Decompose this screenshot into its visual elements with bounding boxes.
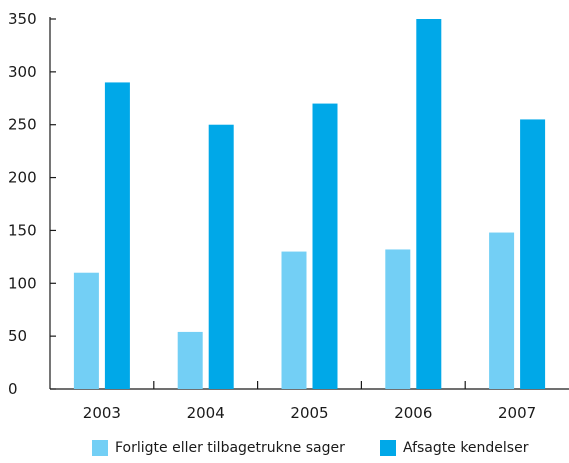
y-tick-label: 200 <box>8 169 37 187</box>
x-tick-label: 2006 <box>394 404 432 422</box>
bar-afsagte-2003 <box>104 82 130 389</box>
bar-forligte-2004 <box>177 331 203 389</box>
legend: Forligte eller tilbagetrukne sager Afsag… <box>0 440 569 462</box>
y-tick-label: 100 <box>8 274 37 292</box>
y-tick-label: 150 <box>8 221 37 239</box>
legend-item-forligte: Forligte eller tilbagetrukne sager <box>92 440 345 456</box>
legend-label-afsagte: Afsagte kendelser <box>403 440 529 456</box>
y-tick-label: 250 <box>8 116 37 134</box>
bar-afsagte-2004 <box>208 124 234 389</box>
legend-item-afsagte: Afsagte kendelser <box>380 440 528 456</box>
x-tick-label: 2007 <box>498 404 536 422</box>
y-tick-label: 0 <box>8 380 18 398</box>
y-tick-label: 350 <box>8 10 37 28</box>
y-tick-label: 300 <box>8 63 37 81</box>
x-tick-label: 2004 <box>187 404 225 422</box>
bar-forligte-2007 <box>489 232 515 389</box>
bar-forligte-2003 <box>73 272 99 389</box>
y-axis: 0 50 100 150 200 250 300 350 <box>8 10 56 398</box>
bar-forligte-2006 <box>385 249 411 389</box>
x-tick-label: 2005 <box>290 404 328 422</box>
bar-forligte-2005 <box>281 251 307 389</box>
bar-afsagte-2006 <box>416 19 442 389</box>
y-tick-label: 50 <box>8 327 27 345</box>
bars <box>73 19 546 390</box>
bar-afsagte-2007 <box>520 119 546 389</box>
legend-label-forligte: Forligte eller tilbagetrukne sager <box>115 440 345 456</box>
legend-swatch-forligte <box>92 440 108 456</box>
legend-swatch-afsagte <box>380 440 396 456</box>
x-axis: 2003 2004 2005 2006 2007 <box>50 381 569 422</box>
bar-afsagte-2005 <box>312 103 338 390</box>
x-tick-label: 2003 <box>83 404 121 422</box>
